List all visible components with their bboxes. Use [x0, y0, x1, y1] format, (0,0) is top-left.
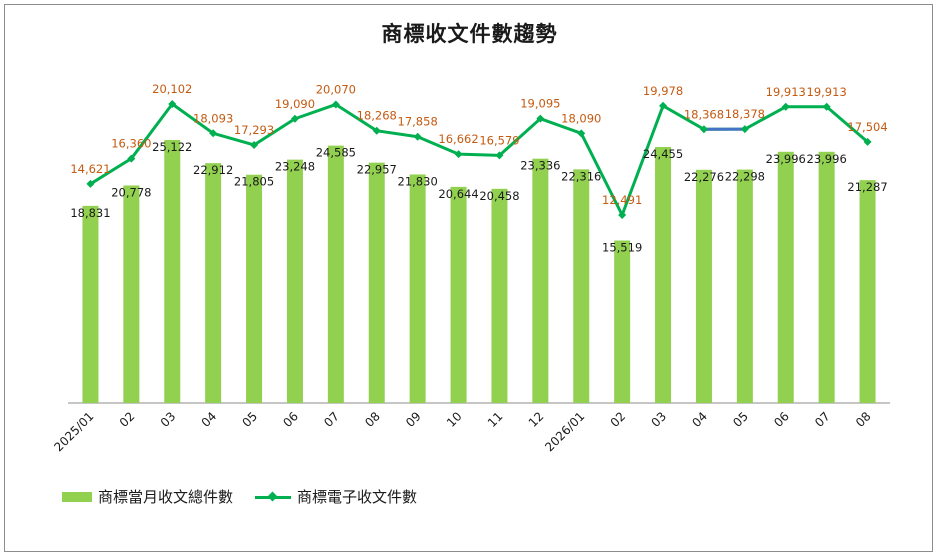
x-tick-label-15: 04 — [689, 409, 710, 430]
bar-label-7: 22,957 — [357, 163, 397, 177]
bar-12 — [573, 169, 589, 403]
line-label-11: 19,095 — [520, 97, 560, 111]
bar-0 — [82, 206, 98, 403]
x-tick-label-7: 08 — [362, 409, 383, 430]
bar-8 — [410, 174, 426, 403]
x-tick-label-2: 03 — [158, 409, 179, 430]
legend: 商標當月收文總件數 商標電子收文件數 — [62, 486, 439, 507]
bar-15 — [696, 170, 712, 403]
bar-label-4: 21,805 — [234, 175, 274, 189]
bar-label-16: 22,298 — [725, 170, 765, 184]
bar-7 — [369, 163, 385, 403]
bar-4 — [246, 175, 262, 403]
x-tick-label-3: 04 — [199, 409, 220, 430]
bar-5 — [287, 160, 303, 403]
bar-label-12: 22,316 — [561, 169, 601, 183]
bar-16 — [737, 170, 753, 403]
bar-11 — [532, 159, 548, 403]
x-tick-label-5: 06 — [280, 409, 301, 430]
x-tick-label-18: 07 — [812, 409, 833, 430]
bar-label-2: 25,122 — [152, 140, 192, 154]
legend-item-line: 商標電子收文件數 — [255, 486, 417, 507]
line-label-7: 18,268 — [357, 109, 397, 123]
bar-3 — [205, 163, 221, 403]
x-tick-label-0: 2025/01 — [51, 409, 96, 454]
line-label-13: 12,491 — [602, 193, 642, 207]
legend-bar-label: 商標當月收文總件數 — [98, 486, 233, 507]
line-label-6: 20,070 — [316, 82, 356, 96]
line-label-16: 18,378 — [725, 107, 765, 121]
line-label-9: 16,662 — [438, 132, 478, 146]
x-tick-label-13: 02 — [608, 409, 629, 430]
bar-label-5: 23,248 — [275, 160, 315, 174]
x-tick-label-10: 11 — [485, 409, 506, 430]
x-tick-label-14: 03 — [648, 409, 669, 430]
line-label-19: 17,504 — [847, 120, 887, 134]
bar-label-13: 15,519 — [602, 241, 642, 255]
line-label-5: 19,090 — [275, 97, 315, 111]
bar-label-11: 23,336 — [520, 159, 560, 173]
bar-18 — [819, 152, 835, 403]
x-tick-label-11: 12 — [526, 409, 547, 430]
x-tick-label-9: 10 — [444, 409, 465, 430]
legend-line-label: 商標電子收文件數 — [297, 486, 417, 507]
bar-2 — [164, 140, 180, 403]
bar-6 — [328, 146, 344, 403]
line-label-3: 18,093 — [193, 111, 233, 125]
bar-1 — [123, 185, 139, 403]
x-tick-label-4: 05 — [239, 409, 260, 430]
line-label-4: 17,293 — [234, 123, 274, 137]
x-tick-label-16: 05 — [730, 409, 751, 430]
line-label-1: 16,360 — [111, 137, 151, 151]
bar-label-14: 24,455 — [643, 147, 683, 161]
bar-label-19: 21,287 — [847, 180, 887, 194]
bar-14 — [655, 147, 671, 403]
x-tick-label-12: 2026/01 — [542, 409, 587, 454]
line-label-15: 18,368 — [684, 107, 724, 121]
line-label-0: 14,621 — [70, 162, 110, 176]
line-label-14: 19,978 — [643, 84, 683, 98]
x-tick-label-8: 09 — [403, 409, 424, 430]
line-label-8: 17,858 — [398, 115, 438, 129]
x-tick-label-1: 02 — [117, 409, 138, 430]
x-tick-label-19: 08 — [853, 409, 874, 430]
bar-label-1: 20,778 — [111, 185, 151, 199]
bar-label-6: 24,585 — [316, 146, 356, 160]
line-label-2: 20,102 — [152, 82, 192, 96]
line-label-18: 19,913 — [807, 85, 847, 99]
legend-line-swatch — [255, 492, 291, 502]
legend-bar-swatch — [62, 492, 92, 502]
bar-label-0: 18,831 — [70, 206, 110, 220]
legend-item-bar: 商標當月收文總件數 — [62, 486, 233, 507]
x-tick-label-17: 06 — [771, 409, 792, 430]
bar-label-17: 23,996 — [766, 152, 806, 166]
bar-label-10: 20,458 — [479, 189, 519, 203]
bar-19 — [860, 180, 876, 403]
bar-label-15: 22,276 — [684, 170, 724, 184]
bar-10 — [491, 189, 507, 403]
x-tick-label-6: 07 — [321, 409, 342, 430]
line-label-10: 16,579 — [479, 133, 519, 147]
line-label-17: 19,913 — [766, 85, 806, 99]
bar-17 — [778, 152, 794, 403]
line-label-12: 18,090 — [561, 111, 601, 125]
bar-label-18: 23,996 — [807, 152, 847, 166]
bar-label-9: 20,644 — [438, 187, 478, 201]
bar-9 — [451, 187, 467, 403]
bar-13 — [614, 241, 630, 403]
bar-label-8: 21,830 — [398, 174, 438, 188]
bar-label-3: 22,912 — [193, 163, 233, 177]
